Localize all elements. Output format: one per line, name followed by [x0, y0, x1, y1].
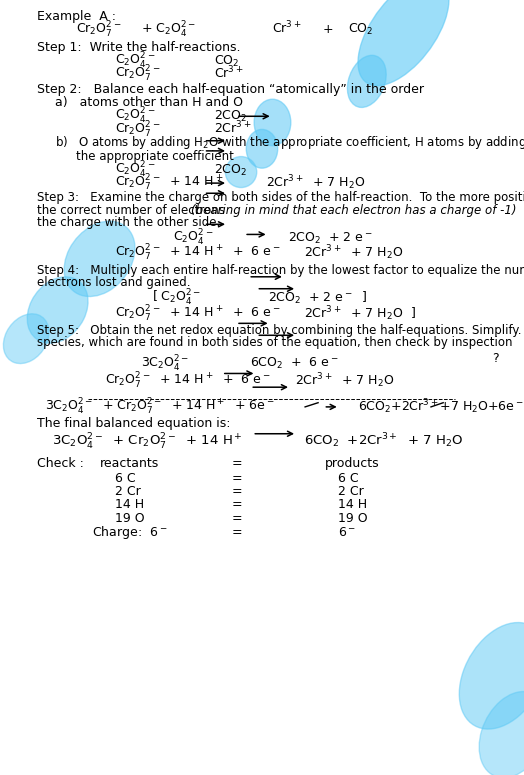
Text: $\mathregular{CO_2}$: $\mathregular{CO_2}$ [214, 54, 239, 69]
Text: + $\mathregular{C_2O_4^{2-}}$: + $\mathregular{C_2O_4^{2-}}$ [141, 19, 196, 40]
Text: Check :: Check : [37, 457, 83, 470]
Text: 19 O: 19 O [115, 512, 145, 525]
Text: =: = [232, 485, 243, 498]
Text: =: = [232, 457, 243, 470]
Text: $\mathregular{2  CO_2}$  + 2 e$\mathregular{^-}$  ]: $\mathregular{2 CO_2}$ + 2 e$\mathregula… [268, 291, 368, 306]
Text: $\mathregular{Cr_2O_7^{2-}}$  + 14 H$\mathregular{^+}$: $\mathregular{Cr_2O_7^{2-}}$ + 14 H$\mat… [115, 173, 224, 193]
Text: $\mathregular{2  CO_2}$  + 2 e$\mathregular{^-}$: $\mathregular{2 CO_2}$ + 2 e$\mathregula… [288, 231, 373, 246]
Text: 14 H: 14 H [338, 498, 367, 512]
Text: $\mathregular{2  Cr^{3+}}$  + 7 H$\mathregular{_2}$O: $\mathregular{2 Cr^{3+}}$ + 7 H$\mathreg… [304, 243, 403, 262]
Text: species, which are found in both sides of the equation, then check by inspection: species, which are found in both sides o… [37, 336, 512, 350]
Text: products: products [325, 457, 379, 470]
Text: $\mathregular{2  Cr^{3+}}$  + 7 H$\mathregular{_2}$O  ]: $\mathregular{2 Cr^{3+}}$ + 7 H$\mathreg… [304, 304, 416, 322]
Text: Step 1:  Write the half-reactions.: Step 1: Write the half-reactions. [37, 41, 240, 54]
Text: $\mathregular{Cr_2O_7^{2-}}$: $\mathregular{Cr_2O_7^{2-}}$ [115, 119, 161, 140]
Text: b)   O atoms by adding H$\mathregular{_2}$O with the appropriate coefficient, H : b) O atoms by adding H$\mathregular{_2}$… [55, 134, 524, 153]
Text: $\mathregular{3  C_2O_4^{2-}}$  + $\mathregular{Cr_2O_7^{2-}}$  + 14 H$\mathregu: $\mathregular{3 C_2O_4^{2-}}$ + $\mathre… [45, 397, 274, 417]
Text: =: = [232, 498, 243, 512]
Text: a)   atoms other than H and O: a) atoms other than H and O [55, 96, 243, 109]
Text: $\mathregular{3  C_2O_4^{2-}}$  + $\mathregular{Cr_2O_7^{2-}}$  + 14 H$\mathregu: $\mathregular{3 C_2O_4^{2-}}$ + $\mathre… [52, 432, 243, 452]
Text: 14 H: 14 H [115, 498, 145, 512]
Text: 6$\mathregular{^-}$: 6$\mathregular{^-}$ [338, 526, 356, 539]
Text: +: + [322, 23, 333, 36]
Text: =: = [232, 512, 243, 525]
Text: 2 Cr: 2 Cr [115, 485, 141, 498]
Text: $\mathregular{Cr_2O_7^{2-}}$: $\mathregular{Cr_2O_7^{2-}}$ [115, 64, 161, 84]
Text: the charge with the other side.: the charge with the other side. [37, 216, 220, 229]
Text: The final balanced equation is:: The final balanced equation is: [37, 417, 230, 430]
Text: $\mathregular{6  CO_2}$  +$\mathregular{2  Cr^{3+}}$  + 7 H$\mathregular{_2}$O: $\mathregular{6 CO_2}$ +$\mathregular{2 … [304, 432, 463, 450]
Text: $\mathregular{C_2O_4^{2-}}$: $\mathregular{C_2O_4^{2-}}$ [173, 228, 213, 248]
Text: Step 2:   Balance each half-equation “atomically” in the order: Step 2: Balance each half-equation “atom… [37, 83, 424, 96]
Text: $\mathregular{2  Cr^{3+}}$: $\mathregular{2 Cr^{3+}}$ [214, 119, 252, 136]
Text: $\mathregular{C_2O_4^{2-}}$: $\mathregular{C_2O_4^{2-}}$ [115, 106, 156, 126]
Text: $\mathregular{C_2O_4^{2-}}$: $\mathregular{C_2O_4^{2-}}$ [115, 51, 156, 71]
Text: $\mathregular{Cr^{3+}}$: $\mathregular{Cr^{3+}}$ [272, 19, 302, 36]
Text: $\mathregular{Cr_2O_7^{2-}}$: $\mathregular{Cr_2O_7^{2-}}$ [76, 19, 122, 40]
Text: 19 O: 19 O [338, 512, 368, 525]
Text: $\mathregular{2  Cr^{3+}}$  + 7 H$\mathregular{_2}$O: $\mathregular{2 Cr^{3+}}$ + 7 H$\mathreg… [266, 173, 366, 191]
Text: $\mathregular{Cr_2O_7^{2-}}$  + 14 H$\mathregular{^+}$  +  6 e$\mathregular{^-}$: $\mathregular{Cr_2O_7^{2-}}$ + 14 H$\mat… [105, 371, 270, 391]
Text: $\mathregular{6  CO_2}$  +  6 e$\mathregular{^-}$: $\mathregular{6 CO_2}$ + 6 e$\mathregula… [250, 356, 339, 371]
Text: Charge:  6$\mathregular{^-}$: Charge: 6$\mathregular{^-}$ [92, 525, 167, 541]
Text: $\mathregular{Cr_2O_7^{2-}}$  + 14 H$\mathregular{^+}$  +  6 e$\mathregular{^-}$: $\mathregular{Cr_2O_7^{2-}}$ + 14 H$\mat… [115, 304, 281, 324]
Text: electrons lost and gained.: electrons lost and gained. [37, 276, 190, 289]
Text: $\mathregular{2  CO_2}$: $\mathregular{2 CO_2}$ [214, 109, 247, 124]
Text: Step 4:   Multiply each entire half-reaction by the lowest factor to equalize th: Step 4: Multiply each entire half-reacti… [37, 264, 524, 277]
Text: (bearing in mind that each electron has a charge of -1): (bearing in mind that each electron has … [191, 204, 517, 217]
Text: reactants: reactants [100, 457, 159, 470]
Text: $\mathregular{C_2O_4^{2-}}$: $\mathregular{C_2O_4^{2-}}$ [115, 160, 156, 180]
Text: $\mathregular{CO_2}$: $\mathregular{CO_2}$ [348, 22, 374, 37]
Text: 6 C: 6 C [338, 472, 358, 485]
Text: $\mathregular{Cr^{3+}}$: $\mathregular{Cr^{3+}}$ [214, 64, 244, 81]
Text: Step 5:   Obtain the net redox equation by combining the half-equations. Simplif: Step 5: Obtain the net redox equation by… [37, 324, 524, 337]
Text: ?: ? [493, 352, 499, 365]
Text: Example  A :: Example A : [37, 10, 116, 23]
Text: the correct number of electrons: the correct number of electrons [37, 204, 228, 217]
Text: =: = [232, 472, 243, 485]
Text: $\mathregular{2  CO_2}$: $\mathregular{2 CO_2}$ [214, 163, 247, 177]
Text: [ $\mathregular{C_2O_4^{2-}}$: [ $\mathregular{C_2O_4^{2-}}$ [152, 288, 201, 308]
Text: 6 C: 6 C [115, 472, 136, 485]
Text: 2 Cr: 2 Cr [338, 485, 364, 498]
Text: $\mathregular{6  CO_2}$+$\mathregular{2  Cr^{3+}}$+7 H$\mathregular{_2}$O+6e$\ma: $\mathregular{6 CO_2}$+$\mathregular{2 C… [358, 397, 523, 415]
Text: =: = [232, 526, 243, 539]
Text: Step 3:   Examine the charge on both sides of the half-reaction.  To the more po: Step 3: Examine the charge on both sides… [37, 191, 524, 205]
Text: $\mathregular{Cr_2O_7^{2-}}$  + 14 H$\mathregular{^+}$  +  6 e$\mathregular{^-}$: $\mathregular{Cr_2O_7^{2-}}$ + 14 H$\mat… [115, 243, 281, 264]
Text: $\mathregular{2  Cr^{3+}}$  + 7 H$\mathregular{_2}$O: $\mathregular{2 Cr^{3+}}$ + 7 H$\mathreg… [295, 371, 395, 390]
Text: $\mathregular{3  C_2O_4^{2-}}$: $\mathregular{3 C_2O_4^{2-}}$ [141, 353, 190, 374]
Text: the appropriate coefficient: the appropriate coefficient [76, 150, 234, 163]
